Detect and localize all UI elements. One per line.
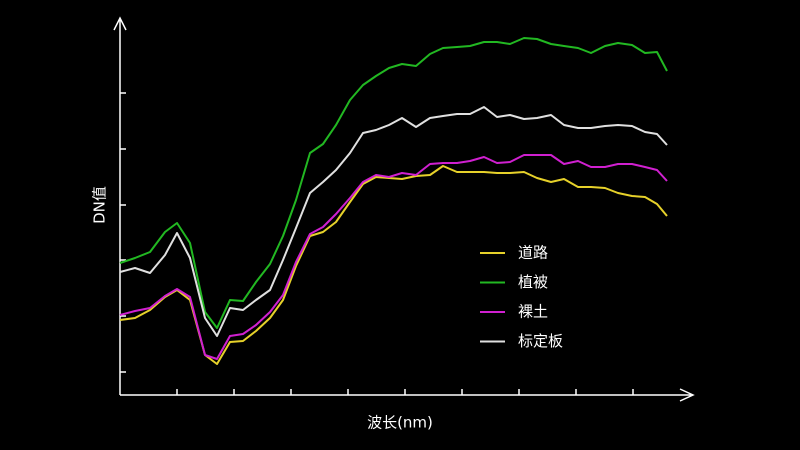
legend-label: 裸土: [518, 303, 548, 321]
y-axis: [113, 16, 127, 395]
y-axis-label: DN值: [91, 186, 109, 224]
legend-label: 道路: [518, 244, 548, 262]
series-line: [119, 37, 668, 329]
legend-label: 植被: [518, 273, 548, 291]
x-axis-label: 波长(nm): [367, 414, 433, 432]
legend-label: 标定板: [518, 332, 563, 350]
series-line: [119, 106, 668, 337]
axis-ticks: [120, 92, 634, 395]
series-line: [119, 154, 668, 360]
x-axis: [120, 388, 695, 402]
series-line: [119, 165, 668, 365]
